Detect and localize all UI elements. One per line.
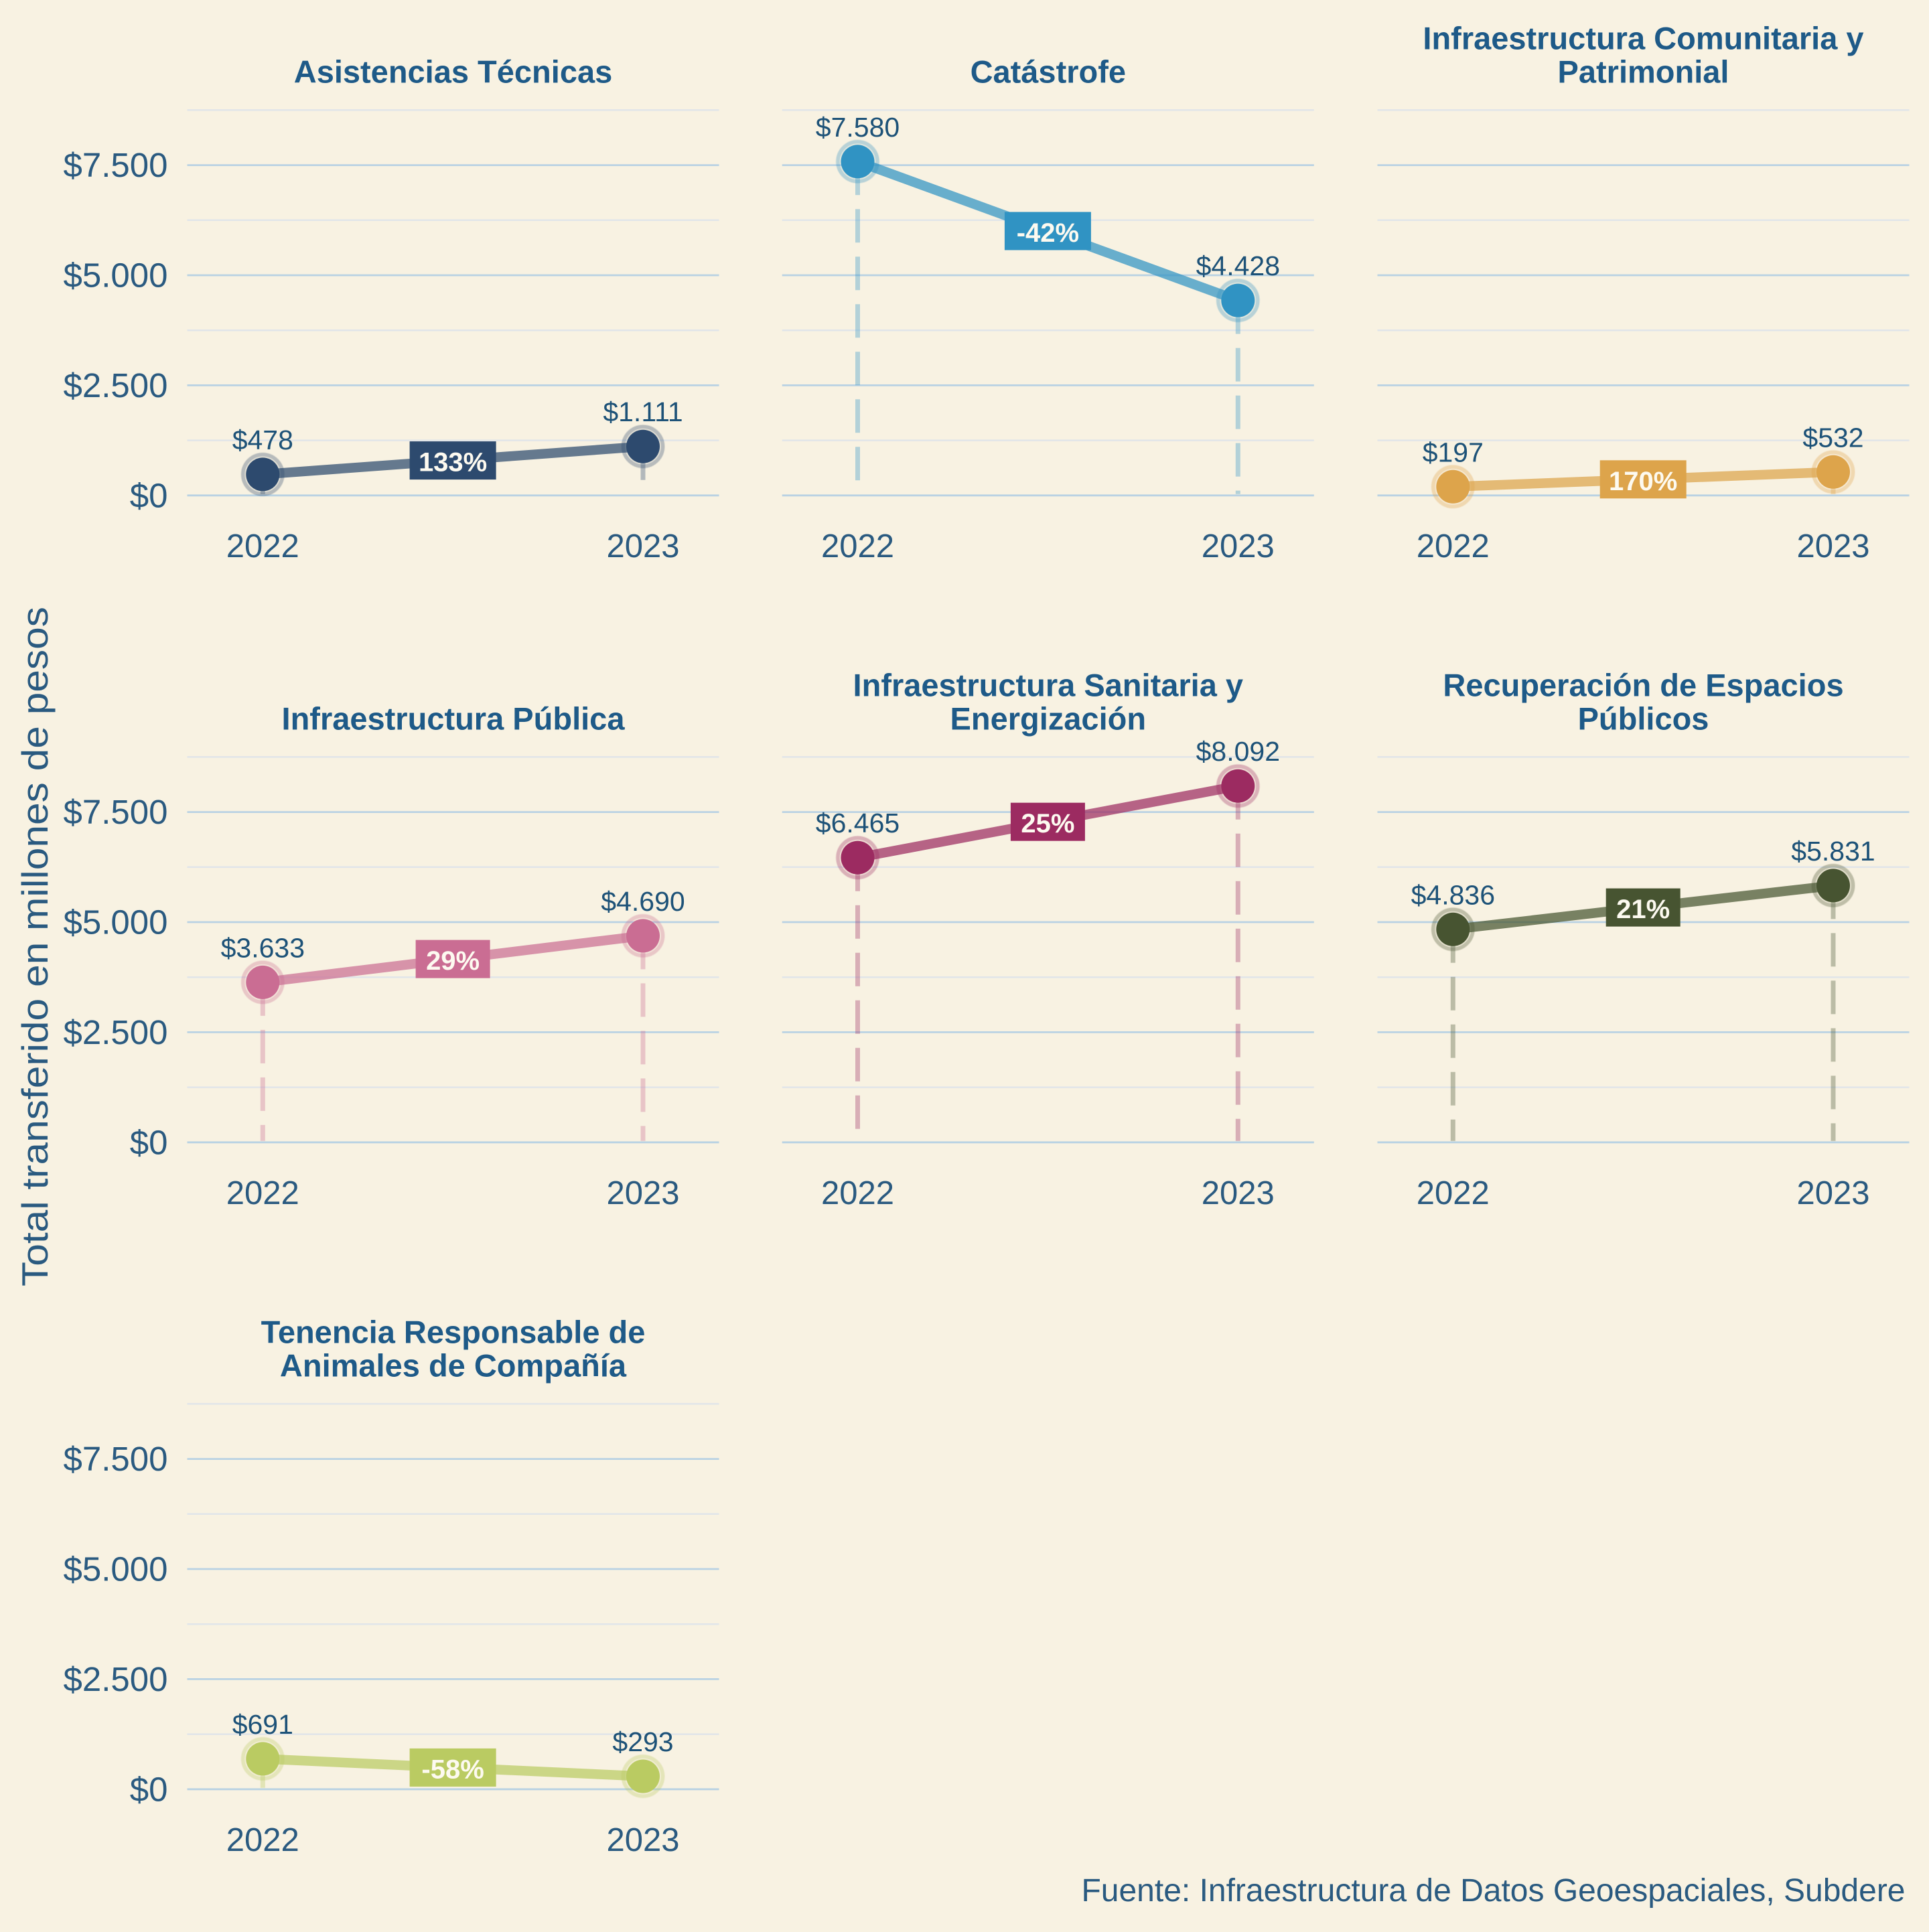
- svg-text:Energización: Energización: [950, 700, 1147, 736]
- svg-text:2022: 2022: [226, 1175, 299, 1211]
- svg-text:$3.633: $3.633: [221, 932, 305, 963]
- svg-text:2023: 2023: [1796, 528, 1869, 565]
- svg-text:$691: $691: [232, 1709, 293, 1740]
- svg-text:$4.690: $4.690: [601, 886, 685, 917]
- svg-text:-58%: -58%: [421, 1755, 484, 1784]
- svg-text:$478: $478: [232, 425, 293, 455]
- svg-text:25%: 25%: [1021, 809, 1074, 838]
- svg-text:$7.500: $7.500: [64, 793, 168, 831]
- svg-text:2023: 2023: [606, 1822, 679, 1858]
- svg-text:Asistencias Técnicas: Asistencias Técnicas: [294, 54, 613, 89]
- svg-text:2023: 2023: [606, 1175, 679, 1211]
- svg-text:$7.580: $7.580: [816, 112, 900, 143]
- svg-text:$7.500: $7.500: [64, 1440, 168, 1478]
- svg-text:$1.111: $1.111: [603, 396, 683, 427]
- svg-text:170%: 170%: [1609, 467, 1677, 496]
- svg-text:$6.465: $6.465: [816, 808, 900, 838]
- svg-text:2022: 2022: [226, 528, 299, 565]
- svg-text:2022: 2022: [226, 1822, 299, 1858]
- svg-text:$4.428: $4.428: [1196, 250, 1280, 281]
- svg-text:2022: 2022: [1417, 528, 1490, 565]
- svg-text:Total transferido en millones: Total transferido en millones de pesos: [14, 607, 56, 1286]
- svg-text:Fuente: Infraestructura de Dat: Fuente: Infraestructura de Datos Geoespa…: [1081, 1873, 1905, 1909]
- svg-text:Catástrofe: Catástrofe: [971, 54, 1126, 89]
- svg-text:2022: 2022: [821, 1175, 894, 1211]
- svg-text:2023: 2023: [1796, 1175, 1869, 1211]
- svg-text:$2.500: $2.500: [64, 1660, 168, 1698]
- svg-text:Recuperación de Espacios: Recuperación de Espacios: [1443, 668, 1843, 703]
- svg-text:Infraestructura Pública: Infraestructura Pública: [282, 700, 626, 736]
- svg-text:2022: 2022: [1417, 1175, 1490, 1211]
- svg-text:-42%: -42%: [1017, 218, 1079, 248]
- svg-text:$8.092: $8.092: [1196, 736, 1280, 767]
- svg-text:2022: 2022: [821, 528, 894, 565]
- svg-text:$7.500: $7.500: [64, 146, 168, 184]
- svg-text:29%: 29%: [426, 946, 480, 976]
- svg-text:$5.000: $5.000: [64, 256, 168, 295]
- svg-text:Patrimonial: Patrimonial: [1558, 54, 1729, 89]
- svg-text:$5.000: $5.000: [64, 903, 168, 942]
- svg-text:Infraestructura Comunitaria y: Infraestructura Comunitaria y: [1423, 21, 1863, 56]
- svg-text:$4.836: $4.836: [1411, 879, 1495, 910]
- svg-text:$0: $0: [130, 1770, 168, 1808]
- svg-text:$2.500: $2.500: [64, 1013, 168, 1051]
- svg-text:Públicos: Públicos: [1578, 700, 1709, 736]
- svg-text:Tenencia Responsable de: Tenencia Responsable de: [261, 1315, 646, 1350]
- svg-text:$2.500: $2.500: [64, 366, 168, 404]
- svg-text:133%: 133%: [419, 448, 487, 477]
- svg-text:2023: 2023: [1202, 1175, 1275, 1211]
- svg-text:$293: $293: [612, 1726, 673, 1757]
- svg-text:Animales de Compañía: Animales de Compañía: [280, 1347, 627, 1383]
- svg-text:2023: 2023: [1202, 528, 1275, 565]
- svg-text:21%: 21%: [1616, 895, 1670, 924]
- svg-text:Infraestructura Sanitaria y: Infraestructura Sanitaria y: [853, 668, 1244, 703]
- svg-text:$532: $532: [1802, 422, 1863, 453]
- svg-text:$0: $0: [130, 1123, 168, 1161]
- svg-text:$197: $197: [1423, 437, 1484, 467]
- svg-text:$0: $0: [130, 476, 168, 514]
- svg-text:$5.000: $5.000: [64, 1550, 168, 1588]
- svg-text:2023: 2023: [606, 528, 679, 565]
- svg-text:$5.831: $5.831: [1791, 836, 1875, 867]
